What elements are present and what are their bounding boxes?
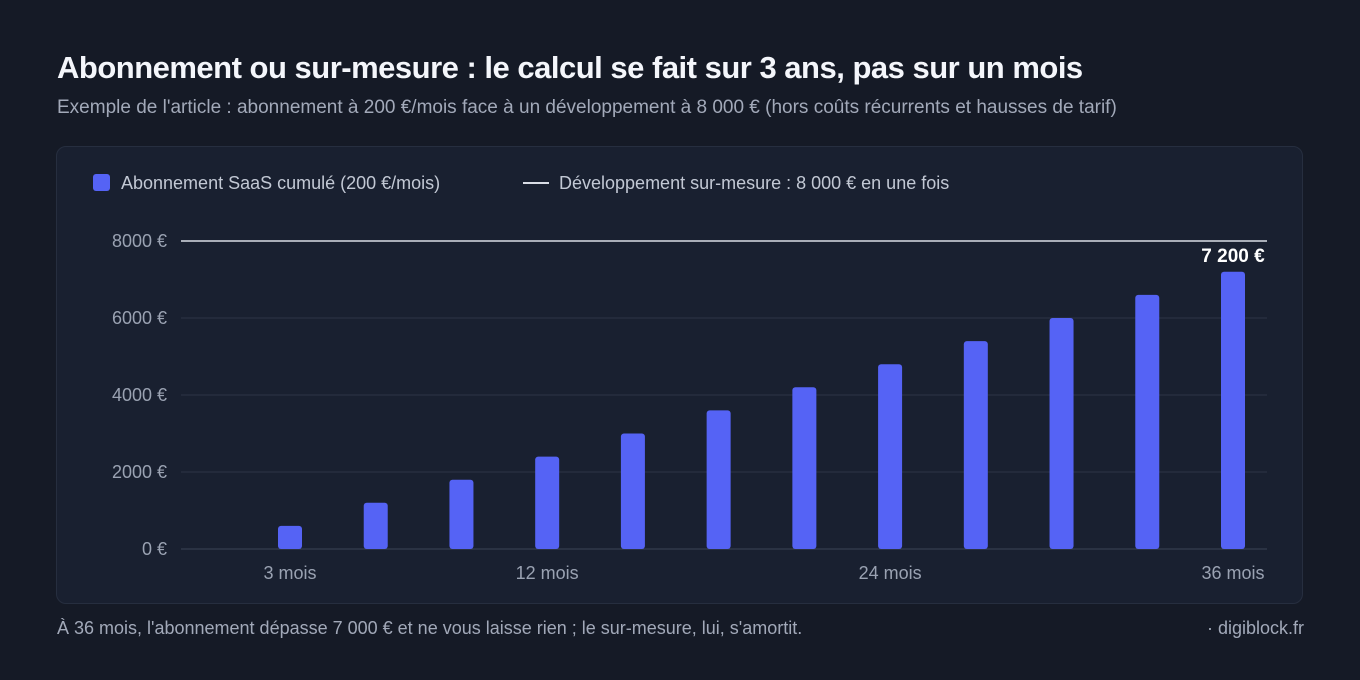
chart-card: 0 € 2000 € 4000 € 6000 € 8000 € 3 mois 12 moi…	[56, 146, 1303, 604]
bar	[449, 479, 474, 549]
y-tick-label: 0 €	[142, 539, 167, 559]
legend: Abonnement SaaS cumulé (200 €/mois) Déve…	[93, 173, 949, 193]
bar-value-label: 7 200 €	[1201, 246, 1265, 267]
bar-chart: 0 € 2000 € 4000 € 6000 € 8000 € 3 mois 12 moi…	[93, 173, 1267, 583]
x-axis-ticks: 3 mois 12 mois 24 mois 36 mois	[263, 563, 1264, 583]
x-tick-label: 12 mois	[516, 563, 579, 583]
footer-note: À 36 mois, l'abonnement dépasse 7 000 € …	[57, 618, 803, 638]
legend-swatch-bar	[93, 174, 110, 191]
y-tick-label: 8000 €	[112, 231, 167, 251]
legend-label-line: Développement sur-mesure : 8 000 € en un…	[559, 173, 949, 193]
bar	[278, 525, 302, 549]
y-tick-label: 4000 €	[112, 385, 167, 405]
chart-subtitle: Exemple de l'article : abonnement à 200 …	[57, 97, 1117, 118]
x-tick-label: 36 mois	[1201, 563, 1264, 583]
legend-label-bar: Abonnement SaaS cumulé (200 €/mois)	[121, 173, 440, 193]
bar-series	[278, 271, 1245, 549]
y-tick-label: 6000 €	[112, 308, 167, 328]
x-tick-label: 24 mois	[859, 563, 922, 583]
bar	[878, 364, 903, 549]
bar	[535, 456, 560, 549]
x-tick-label: 3 mois	[263, 563, 316, 583]
bar	[1135, 294, 1160, 549]
y-tick-label: 2000 €	[112, 462, 167, 482]
footer-brand[interactable]: · digiblock.fr	[1206, 618, 1304, 638]
bar	[1049, 318, 1074, 549]
chart-title: Abonnement ou sur-mesure : le calcul se …	[57, 50, 1083, 85]
annotation-layer: 7 200 €	[1201, 246, 1265, 267]
bar	[363, 502, 388, 549]
bar	[1221, 271, 1245, 549]
y-axis-ticks: 0 € 2000 € 4000 € 6000 € 8000 €	[112, 231, 167, 559]
bar	[963, 341, 988, 549]
bar	[620, 433, 645, 549]
bar	[792, 387, 817, 549]
bar	[706, 410, 731, 549]
